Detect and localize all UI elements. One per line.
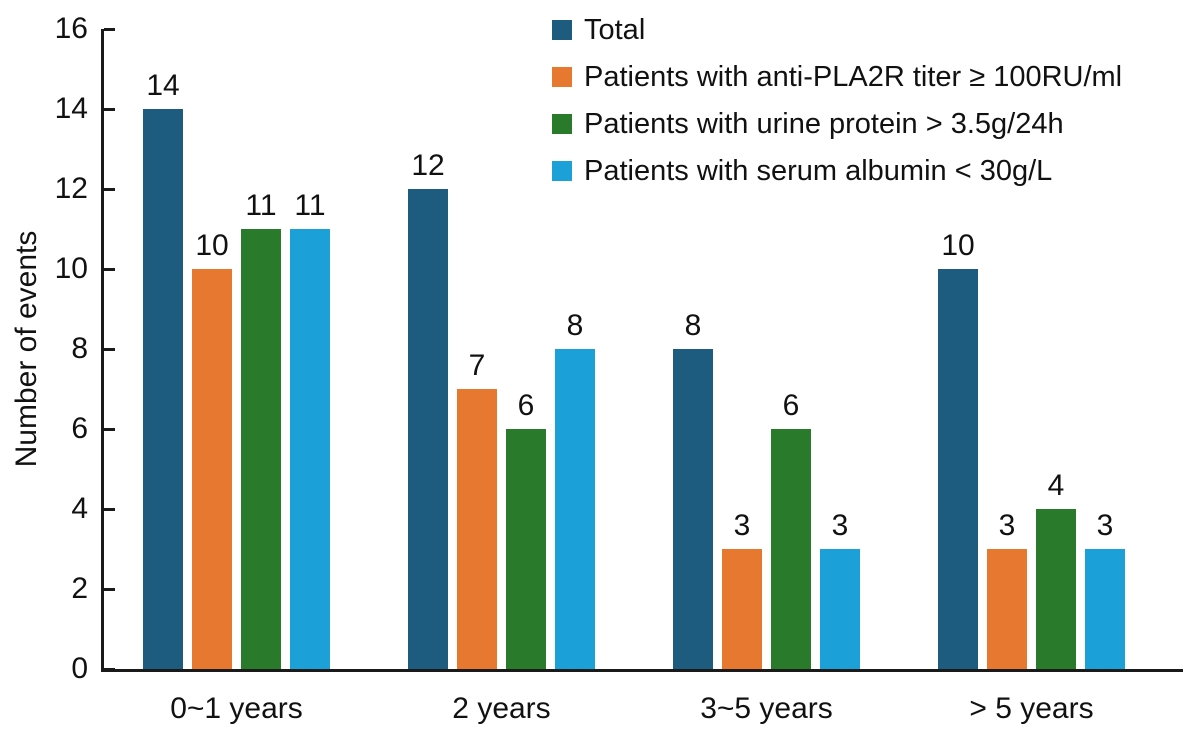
y-tick [104,508,115,511]
bar [192,269,232,669]
bar [987,549,1027,669]
legend-swatch [552,67,572,87]
bar [771,429,811,669]
bar-value-label: 6 [782,389,800,422]
legend-swatch [552,161,572,181]
bar [938,269,978,669]
x-category-label: 0~1 years [170,692,303,725]
y-tick-label: 2 [71,572,88,605]
y-tick [104,188,115,191]
bar [673,349,713,669]
x-category-label: > 5 years [969,692,1094,725]
bar-value-label: 8 [684,309,702,342]
bar [1036,509,1076,669]
bar [1085,549,1125,669]
legend-label: Patients with urine protein > 3.5g/24h [584,108,1064,140]
bar-value-label: 4 [1047,469,1065,502]
bar-value-label: 3 [831,509,849,542]
bar-value-label: 14 [146,69,180,102]
y-tick-label: 10 [54,252,88,285]
y-tick [104,348,115,351]
x-axis-line [101,669,1183,672]
legend-swatch [552,114,572,134]
y-tick [104,428,115,431]
legend-swatch [552,20,572,40]
bar [506,429,546,669]
bar-value-label: 3 [733,509,751,542]
y-tick [104,588,115,591]
bar [290,229,330,669]
bar [820,549,860,669]
y-tick-label: 8 [71,332,88,365]
bar [241,229,281,669]
legend-item: Patients with urine protein > 3.5g/24h [552,107,1122,141]
bar-value-label: 6 [517,389,535,422]
bar [143,109,183,669]
bar-value-label: 12 [411,149,445,182]
y-tick-label: 16 [54,12,88,45]
bar [408,189,448,669]
legend-label: Patients with serum albumin < 30g/L [584,155,1053,187]
plot-area: 14 10 11 11 12 7 6 8 8 3 6 3 10 3 4 3 [101,28,1183,672]
bar-value-label: 3 [1096,509,1114,542]
bar-value-label: 3 [998,509,1016,542]
bar-value-label: 10 [941,229,975,262]
y-tick [104,668,115,671]
bar [555,349,595,669]
bar-value-label: 8 [566,309,584,342]
y-tick-label: 0 [71,652,88,685]
legend-label: Total [584,14,646,46]
legend-label: Patients with anti-PLA2R titer ≥ 100RU/m… [584,61,1123,93]
y-tick [104,108,115,111]
y-tick-label: 4 [71,492,88,525]
y-tick-label: 6 [71,412,88,445]
bar [722,549,762,669]
y-tick-label: 14 [54,92,88,125]
bar [457,389,497,669]
y-tick [104,268,115,271]
legend-item: Patients with serum albumin < 30g/L [552,154,1122,188]
legend-item: Total [552,13,1122,47]
bar-value-label: 7 [468,349,486,382]
legend: Total Patients with anti-PLA2R titer ≥ 10… [552,13,1122,201]
y-tick [104,28,115,31]
bar-value-label: 11 [294,189,326,222]
bar-value-label: 11 [245,189,277,222]
legend-item: Patients with anti-PLA2R titer ≥ 100RU/m… [552,60,1122,94]
bar-value-label: 10 [195,229,229,262]
y-axis-line [101,29,104,672]
y-tick-label: 12 [54,172,88,205]
x-category-label: 2 years [452,692,551,725]
x-category-label: 3~5 years [700,692,833,725]
